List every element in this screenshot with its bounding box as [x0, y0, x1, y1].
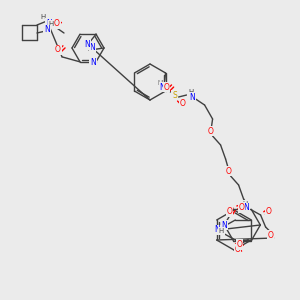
Text: N: N — [244, 203, 250, 212]
Text: N: N — [214, 226, 220, 235]
Text: H: H — [188, 89, 193, 95]
Text: N: N — [221, 220, 227, 230]
Text: H: H — [40, 14, 46, 20]
Text: O: O — [234, 244, 240, 253]
Text: N: N — [46, 19, 52, 28]
Text: S: S — [172, 91, 177, 100]
Text: O: O — [164, 82, 169, 91]
Text: H: H — [48, 21, 54, 27]
Text: O: O — [208, 127, 214, 136]
Text: O: O — [180, 98, 185, 107]
Text: O: O — [226, 208, 232, 217]
Text: O: O — [226, 167, 232, 176]
Text: H: H — [219, 228, 224, 234]
Text: N: N — [89, 43, 95, 52]
Text: O: O — [266, 206, 272, 215]
Text: H: H — [157, 80, 162, 86]
Text: O: O — [55, 45, 61, 54]
Text: H: H — [242, 201, 247, 207]
Text: N: N — [190, 92, 196, 101]
Text: N: N — [90, 58, 96, 68]
Text: O: O — [236, 240, 242, 249]
Text: O: O — [54, 20, 60, 28]
Text: O: O — [238, 203, 244, 212]
Text: N: N — [44, 26, 50, 34]
Text: O: O — [268, 230, 274, 239]
Text: N: N — [160, 82, 166, 91]
Text: N: N — [84, 40, 90, 49]
